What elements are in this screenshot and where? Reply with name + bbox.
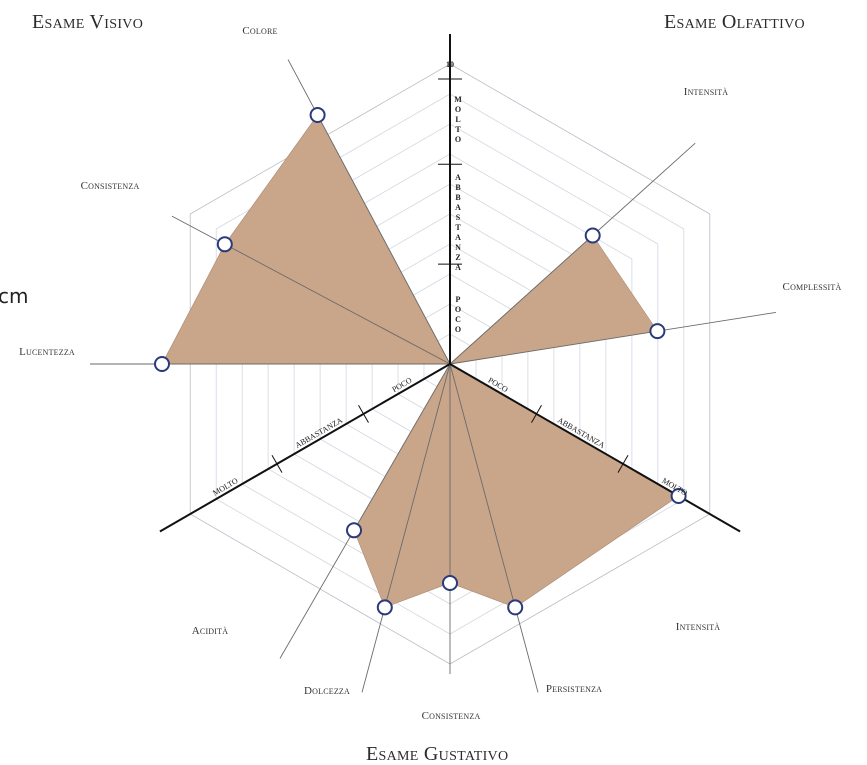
scale-tick-right-1: [531, 405, 542, 423]
axis-line-2-2: [449, 311, 776, 365]
axis-line-3-4: [449, 363, 539, 693]
axis-lines: [90, 34, 776, 693]
score-polygons: [161, 114, 680, 608]
scale-tick-right-2: [617, 454, 629, 473]
axis-label-3-2: Dolcezza: [304, 685, 350, 697]
cut-off-text-fragment: cm: [0, 284, 28, 308]
score-marker-3-2: [376, 599, 393, 616]
scale-tick-left-1: [358, 405, 369, 423]
axis-labels: Colore Consistenza Lucentezza Intensità Comp…: [19, 25, 841, 722]
axis-line-3-1: [279, 363, 451, 659]
score-marker-3-4: [507, 599, 524, 616]
axis-line-2-1: [449, 142, 696, 365]
axis-label-2-2: Complessità: [783, 281, 842, 293]
scale-word-left-2: ABBASTANZA: [294, 416, 345, 450]
score-marker-3-5: [670, 488, 687, 504]
score-marker-2-2: [649, 323, 666, 340]
axis-label-2-1: Intensità: [684, 86, 729, 98]
section-title-olfattivo: Esame Olfattivo: [664, 11, 805, 33]
axis-label-1-1: Colore: [242, 25, 277, 37]
score-marker-2-1: [584, 227, 601, 244]
score-marker-1-2: [216, 236, 233, 253]
axis-label-1-2: Consistenza: [81, 180, 140, 192]
score-markers: [154, 107, 687, 616]
score-marker-1-1: [309, 107, 326, 123]
axis-label-3-1: Acidità: [192, 625, 228, 637]
axis-label-3-3: Consistenza: [422, 710, 481, 722]
scale-tick-left-2: [271, 454, 283, 473]
section-title-visivo: Esame Visivo: [32, 11, 143, 33]
section-title-gustativo: Esame Gustativo: [366, 743, 508, 765]
score-marker-3-3: [442, 575, 458, 591]
axis-label-3-4: Persistenza: [546, 683, 602, 695]
axis-label-3-5: Intensità: [676, 621, 721, 633]
scale-axis-left: [159, 363, 451, 533]
score-polygon-section-3: [353, 363, 680, 608]
score-polygon-section-1: [161, 114, 451, 365]
score-polygon-section-2: [449, 235, 658, 365]
score-marker-1-3: [154, 356, 170, 372]
axis-label-1-3: Lucentezza: [19, 346, 75, 358]
axis-line-3-2: [361, 363, 451, 693]
scale-top-value: 10: [446, 60, 454, 69]
score-marker-3-1: [346, 522, 362, 539]
scale-axis-right: [449, 363, 741, 533]
